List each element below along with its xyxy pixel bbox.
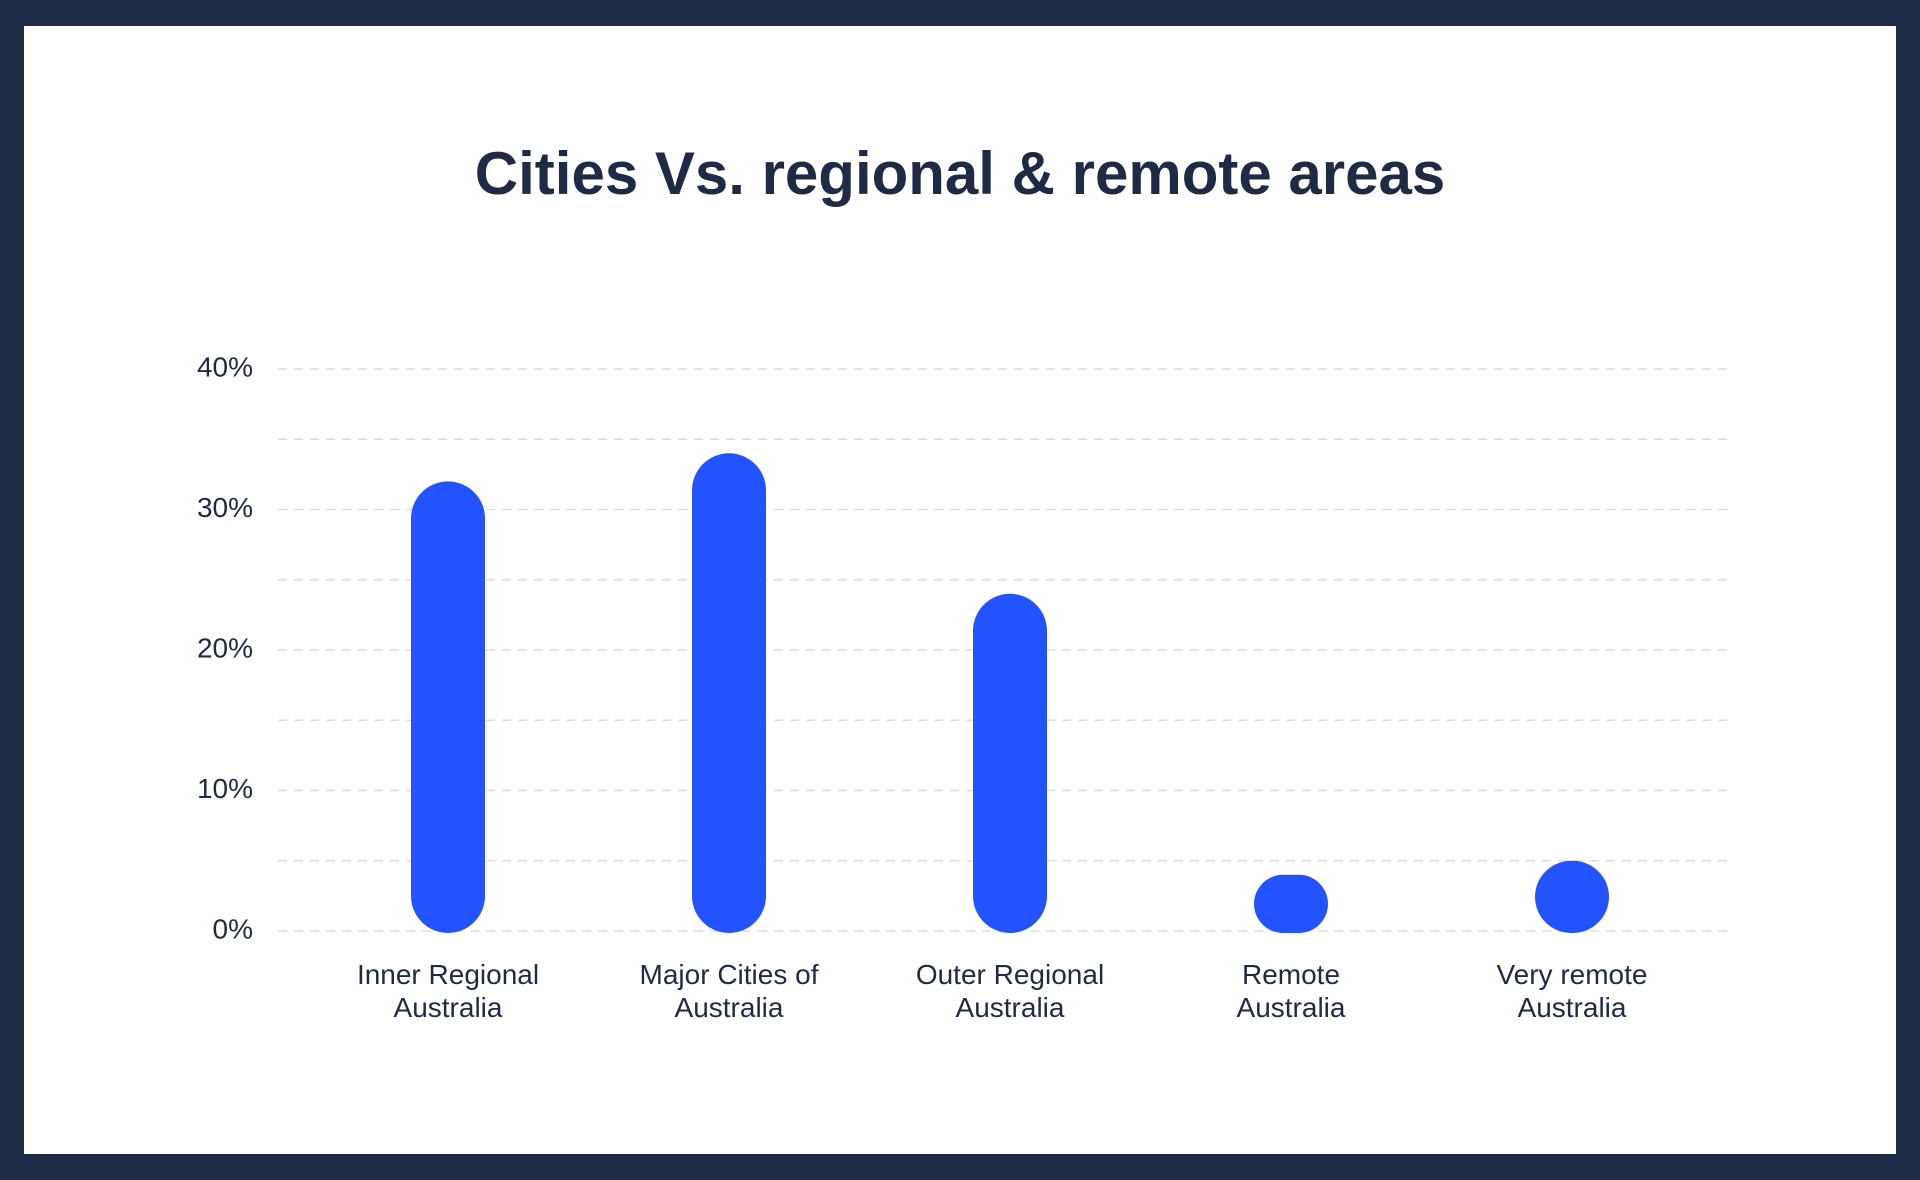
x-tick-label: Outer Regional Australia bbox=[915, 959, 1105, 1023]
x-tick-label: Inner Regional Australia bbox=[356, 959, 540, 1023]
x-tick-label: Very remote Australia bbox=[1496, 959, 1648, 1023]
y-tick-label: 40% bbox=[197, 351, 253, 382]
bar bbox=[973, 593, 1047, 933]
bar bbox=[692, 453, 766, 933]
bar bbox=[1254, 874, 1328, 933]
chart-title: Cities Vs. regional & remote areas bbox=[475, 140, 1445, 207]
y-tick-label: 20% bbox=[197, 632, 253, 663]
y-tick-label: 0% bbox=[213, 913, 253, 944]
x-tick-label: Remote Australia bbox=[1236, 959, 1346, 1023]
y-tick-label: 10% bbox=[197, 773, 253, 804]
card bbox=[24, 26, 1896, 1154]
bar bbox=[1535, 860, 1609, 933]
x-tick-label: Major Cities of Australia bbox=[639, 959, 819, 1023]
bar bbox=[411, 481, 485, 933]
y-tick-label: 30% bbox=[197, 492, 253, 523]
